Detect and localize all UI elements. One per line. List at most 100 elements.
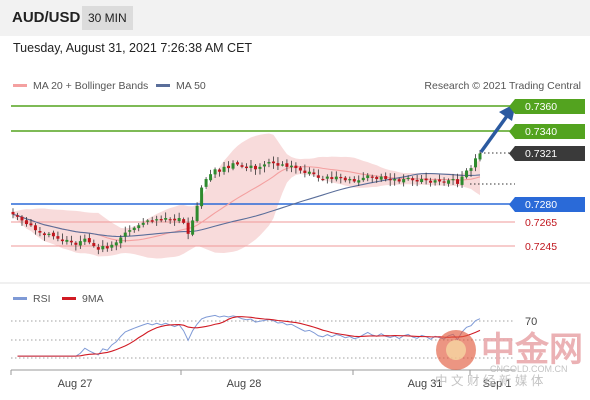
candle-up	[366, 175, 370, 179]
candle-up	[262, 164, 266, 167]
candle-up	[128, 230, 132, 232]
candle-down	[321, 178, 325, 181]
candle-up	[110, 244, 114, 248]
level-tag-label: 0.7360	[525, 101, 557, 113]
candle-down	[150, 220, 154, 222]
candle-up	[258, 166, 262, 169]
candle-down	[442, 181, 446, 183]
candle-down	[92, 243, 96, 246]
candle-down	[11, 211, 15, 215]
candle-down	[173, 218, 177, 221]
chart-header: AUD/USD 30 MIN	[0, 0, 590, 36]
bollinger-band	[13, 133, 480, 259]
ma20-legend-label: MA 20 + Bollinger Bands	[33, 80, 148, 92]
level-tag-label: 0.7340	[525, 126, 557, 138]
watermark-url: CNGOLD.COM.CN	[490, 364, 568, 374]
candle-up	[451, 179, 455, 181]
candle-up	[132, 227, 136, 231]
ma20-legend-swatch	[13, 84, 27, 87]
level-tag-label: 0.7280	[525, 199, 557, 211]
candle-up	[164, 218, 168, 220]
candle-down	[271, 161, 275, 164]
candle-down	[24, 220, 28, 225]
timeframe-badge[interactable]: 30 MIN	[82, 6, 133, 30]
candle-down	[38, 231, 42, 233]
candle-down	[384, 176, 388, 180]
candle-up	[420, 179, 424, 183]
candle-down	[236, 162, 240, 165]
candle-up	[465, 170, 469, 178]
candle-up	[195, 205, 199, 221]
candle-up	[433, 180, 437, 183]
candle-up	[307, 171, 311, 174]
candle-down	[285, 163, 289, 167]
candle-down	[370, 176, 374, 178]
x-axis-label: Aug 31	[408, 378, 443, 390]
candle-down	[330, 177, 334, 180]
candle-up	[289, 165, 293, 168]
candle-up	[114, 242, 118, 246]
candle-up	[379, 176, 383, 180]
candle-down	[415, 179, 419, 182]
candle-up	[155, 219, 159, 221]
candle-up	[177, 218, 181, 222]
candle-down	[60, 239, 64, 242]
level-tag-0.7340: 0.7340	[509, 124, 585, 139]
candle-up	[200, 187, 204, 207]
candle-up	[141, 222, 145, 225]
candle-down	[316, 175, 320, 178]
candle-down	[96, 247, 100, 250]
candle-down	[159, 219, 163, 221]
candle-up	[280, 164, 284, 166]
level-tag-0.7360: 0.7360	[509, 99, 585, 114]
candle-up	[267, 162, 271, 164]
candle-down	[33, 225, 37, 231]
x-axis-label: Sep 1	[483, 378, 512, 390]
candle-down	[276, 163, 280, 166]
candle-down	[218, 169, 222, 172]
candle-down	[69, 240, 73, 243]
candle-down	[20, 216, 24, 221]
candle-down	[253, 165, 257, 170]
candle-up	[213, 169, 217, 175]
level-tag-label: 0.7321	[525, 148, 557, 160]
candle-up	[204, 179, 208, 187]
candle-down	[245, 166, 248, 169]
forecast-arrow-shaft	[479, 114, 509, 154]
candle-down	[343, 177, 347, 181]
candle-down	[424, 178, 428, 181]
candle-up	[222, 166, 226, 172]
candle-down	[298, 167, 302, 171]
candle-down	[388, 178, 392, 181]
candle-up	[231, 163, 235, 169]
x-axis-label: Aug 27	[58, 378, 93, 390]
candle-down	[56, 236, 60, 239]
rsi-legend-label: RSI	[33, 293, 51, 305]
candle-up	[474, 158, 478, 168]
candle-down	[456, 179, 460, 184]
watermark: 中金网 CNGOLD.COM.CN 中 文 财 经 新 媒 体	[435, 330, 583, 388]
candle-down	[240, 165, 244, 167]
candle-down	[294, 165, 298, 169]
rsi-ma-line	[17, 316, 481, 357]
candle-down	[51, 232, 55, 237]
candle-up	[402, 179, 406, 183]
candle-up	[47, 233, 51, 236]
candle-up	[469, 168, 473, 171]
candle-up	[65, 239, 69, 242]
candle-up	[123, 232, 127, 237]
candle-up	[101, 246, 105, 250]
candle-up	[119, 237, 123, 244]
watermark-subtitle: 中 文 财 经 新 媒 体	[435, 373, 544, 388]
watermark-text: 中金网	[481, 330, 583, 369]
candle-up	[357, 180, 361, 183]
candle-down	[429, 180, 433, 183]
ma50-legend-swatch	[156, 84, 170, 87]
rsi-ma-legend-label: 9MA	[82, 293, 104, 305]
level-tag-0.7321: 0.7321	[509, 146, 585, 161]
rsi-legend-swatch	[13, 297, 27, 300]
candle-up	[334, 176, 338, 180]
chart-datetime: Tuesday, August 31, 2021 7:26:38 AM CET	[13, 41, 253, 55]
candle-up	[209, 174, 213, 181]
candle-down	[375, 176, 379, 180]
